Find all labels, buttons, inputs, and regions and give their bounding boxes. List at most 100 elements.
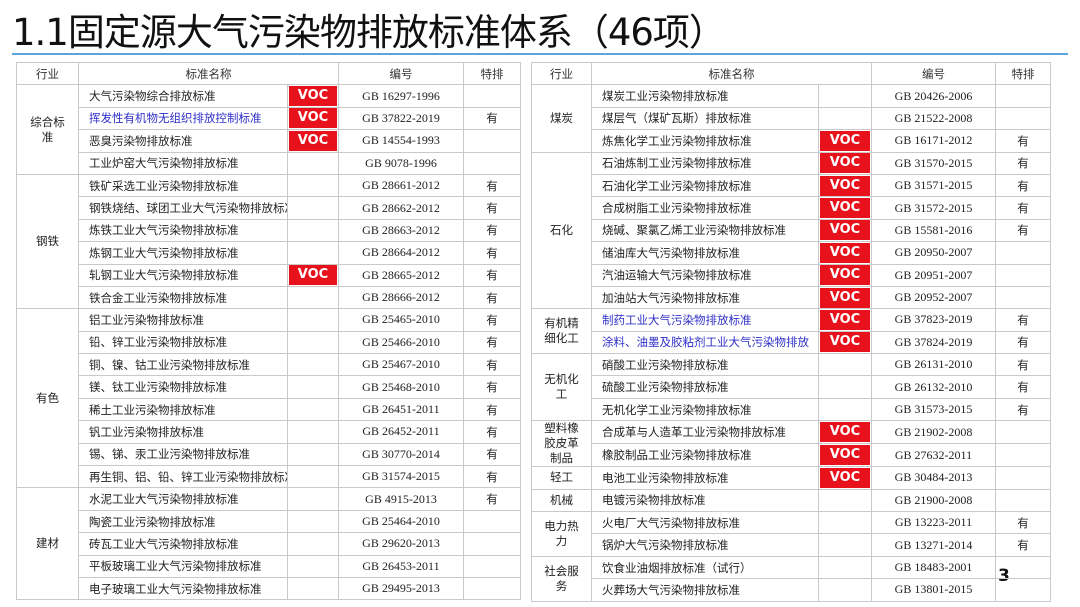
- special-cell: [463, 84, 521, 108]
- standard-name: 铁合金工业污染物排放标准: [78, 285, 288, 310]
- header-row: 行业 标准名称 编号 特排: [16, 61, 521, 86]
- special-cell: [995, 106, 1051, 131]
- special-cell: 有: [995, 330, 1051, 355]
- voc-cell: [287, 308, 339, 332]
- special-cell: 有: [463, 308, 521, 332]
- special-cell: [463, 509, 521, 534]
- standard-code: GB 37824-2019: [871, 330, 996, 355]
- voc-cell: [287, 241, 339, 265]
- table-row: 有色 铝工业污染物排放标准 GB 25465-2010 有: [16, 308, 521, 489]
- standard-name: 铝工业污染物排放标准: [78, 308, 288, 332]
- standard-code: GB 37822-2019: [338, 106, 464, 131]
- voc-cell: [818, 106, 872, 131]
- industry-cell: 社会服务: [531, 555, 592, 602]
- column-header: 标准名称: [78, 61, 339, 86]
- voc-cell: VOC: [818, 308, 872, 332]
- special-cell: 有: [463, 285, 521, 310]
- standard-name: 火电厂大气污染物排放标准: [591, 511, 819, 535]
- special-cell: 有: [995, 353, 1051, 377]
- title-rule: [12, 53, 1068, 55]
- industry-cell: 无机化工: [531, 353, 592, 422]
- industry-cell: 钢铁: [16, 173, 79, 310]
- standard-name: 石油炼制工业污染物排放标准: [591, 151, 819, 175]
- special-cell: [995, 84, 1051, 108]
- table-row: 涂料、油墨及胶粘剂工业大气污染物排放 VOC GB 37824-2019 有: [532, 330, 1051, 355]
- standard-code: GB 30770-2014: [338, 442, 464, 467]
- special-cell: 有: [995, 308, 1051, 332]
- standard-name: 陶瓷工业污染物排放标准: [78, 509, 288, 534]
- standard-code: GB 13271-2014: [871, 533, 996, 557]
- standard-name: 烧碱、聚氯乙烯工业污染物排放标准: [591, 218, 819, 243]
- industry-cell: 机械: [531, 488, 592, 513]
- voc-cell: VOC: [818, 330, 872, 355]
- standard-code: GB 20951-2007: [871, 263, 996, 287]
- standard-name: 电镀污染物排放标准: [591, 488, 819, 513]
- voc-cell: VOC: [287, 263, 339, 287]
- standard-code: GB 25465-2010: [338, 308, 464, 332]
- special-cell: 有: [463, 218, 521, 243]
- voc-cell: [287, 554, 339, 578]
- standard-name: 炼铁工业大气污染物排放标准: [78, 218, 288, 243]
- voc-cell: [818, 84, 872, 108]
- special-cell: 有: [463, 487, 521, 511]
- standard-code: GB 21900-2008: [871, 488, 996, 513]
- standard-code: GB 16171-2012: [871, 129, 996, 153]
- special-cell: 有: [995, 397, 1051, 422]
- voc-cell: VOC: [287, 106, 339, 131]
- voc-cell: [287, 487, 339, 511]
- standard-code: GB 29620-2013: [338, 532, 464, 556]
- standard-name: 稀土工业污染物排放标准: [78, 397, 288, 422]
- voc-cell: VOC: [818, 241, 872, 265]
- special-cell: 有: [463, 353, 521, 377]
- table-row: 机械 电镀污染物排放标准 GB 21900-2008: [531, 488, 1051, 513]
- standard-code: GB 25466-2010: [338, 330, 464, 355]
- standard-name: 橡胶制品工业污染物排放标准: [591, 443, 819, 468]
- voc-badge: VOC: [820, 467, 870, 488]
- voc-badge: VOC: [820, 153, 870, 174]
- standard-name: 炼钢工业大气污染物排放标准: [78, 241, 288, 265]
- voc-cell: [287, 420, 339, 444]
- industry-cell: 塑料橡胶皮革制品: [531, 420, 592, 468]
- standard-name: 恶臭污染物排放标准: [78, 129, 288, 153]
- special-cell: [463, 129, 521, 153]
- voc-badge: VOC: [289, 130, 337, 151]
- header-row: 行业 标准名称 编号 特排: [531, 61, 1051, 86]
- standard-name: 锅炉大气污染物排放标准: [591, 533, 819, 557]
- standard-code: GB 28662-2012: [338, 196, 464, 220]
- standard-code: GB 25467-2010: [338, 353, 464, 377]
- column-header: 标准名称: [591, 61, 872, 86]
- industry-cell: 煤炭: [531, 84, 592, 153]
- standard-code: GB 15581-2016: [871, 218, 996, 243]
- special-cell: 有: [995, 196, 1051, 220]
- table-row: 社会服务 饮食业油烟排放标准（试行） GB 18483-2001: [531, 555, 1051, 602]
- special-cell: 有: [463, 397, 521, 422]
- voc-cell: VOC: [818, 285, 872, 310]
- voc-cell: VOC: [818, 420, 872, 445]
- standard-name: 无机化学工业污染物排放标准: [591, 397, 819, 422]
- standard-code: GB 31570-2015: [871, 151, 996, 175]
- voc-badge: VOC: [820, 130, 870, 151]
- standard-code: GB 21902-2008: [871, 420, 996, 445]
- standard-name: 水泥工业大气污染物排放标准: [78, 487, 288, 511]
- standard-code: GB 25464-2010: [338, 509, 464, 534]
- special-cell: [463, 151, 521, 175]
- special-cell: 有: [463, 420, 521, 444]
- voc-badge: VOC: [820, 175, 870, 196]
- industry-cell: 有机精细化工: [531, 308, 592, 355]
- table-row: 电力热力 火电厂大气污染物排放标准 GB 13223-2011 有: [531, 511, 1051, 557]
- industry-cell: 建材: [16, 487, 79, 601]
- voc-cell: [287, 330, 339, 355]
- standards-table: 行业 标准名称 编号 特排 综合标准 大气污染物综合排放标准 VOC GB 16297-199…: [16, 61, 521, 601]
- voc-cell: [287, 576, 339, 601]
- voc-cell: [287, 397, 339, 422]
- table-row: 综合标准 大气污染物综合排放标准 VOC GB 16297-1996: [16, 84, 521, 175]
- table-row: 钒工业污染物排放标准 GB 26452-2011 有: [17, 420, 521, 444]
- standard-code: GB 14554-1993: [338, 129, 464, 153]
- standard-name: 火葬场大气污染物排放标准: [591, 578, 819, 602]
- table-row: 再生铜、铝、铅、锌工业污染物排放标准 GB 31574-2015 有: [17, 465, 521, 489]
- table-row: 有机精细化工 制药工业大气污染物排放标准 VOC GB 37823-2019 有: [531, 308, 1051, 355]
- table-row: 无机化学工业污染物排放标准 GB 31573-2015 有: [532, 397, 1051, 422]
- standard-name: 铅、锌工业污染物排放标准: [78, 330, 288, 355]
- standard-name: 炼焦化学工业污染物排放标准: [591, 129, 819, 153]
- table-row: 钢铁烧结、球团工业大气污染物排放标准 GB 28662-2012 有: [17, 196, 521, 220]
